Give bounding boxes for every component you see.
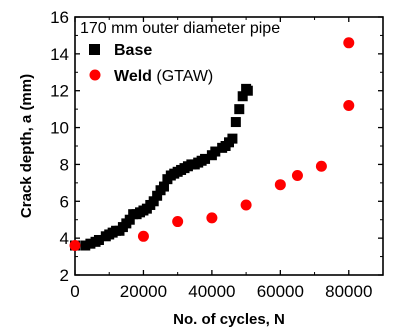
data-point-base [124,214,135,225]
data-point-weld [69,240,81,252]
y-tick-label: 16 [50,8,69,27]
series-base [70,83,253,251]
y-tick-labels: 2 4 6 8 10 12 14 16 [50,8,69,285]
x-tick-label: 0 [70,282,79,301]
data-point-base [85,238,96,249]
data-point-base [148,196,159,207]
legend-label-weld-bold: Weld [114,68,152,85]
data-point-weld [206,212,218,224]
y-tick-label: 8 [60,155,69,174]
series-layer [69,37,355,252]
data-point-base [237,91,248,102]
data-point-weld [172,216,184,228]
x-tick-label: 20000 [120,282,167,301]
data-point-base [210,146,221,157]
data-point-base [152,190,163,201]
y-tick-label: 2 [60,266,69,285]
y-tick-label: 4 [60,229,69,248]
y-tick-label: 12 [50,82,69,101]
x-tick-labels: 0 20000 40000 60000 80000 [70,282,372,301]
data-point-weld [291,169,303,181]
data-point-weld [315,160,327,172]
data-point-base [234,104,245,115]
x-tick-label: 40000 [188,282,235,301]
legend-marker-weld [89,69,101,81]
data-point-weld [137,230,149,242]
y-tick-label: 6 [60,192,69,211]
data-point-base [227,133,238,144]
legend-label-weld: Weld (GTAW) [114,68,213,85]
legend-label-base: Base [114,42,152,59]
data-point-base [230,117,241,128]
y-axis-title: Crack depth, a (mm) [18,74,35,218]
data-point-weld [240,199,252,211]
series-weld [69,37,355,252]
data-point-base [158,181,169,192]
axis-ticks [74,16,383,276]
legend-marker-base [89,44,100,55]
x-tick-label: 80000 [325,282,372,301]
legend-label-weld-rest: (GTAW) [152,68,213,85]
data-point-base [93,234,104,245]
y-tick-label: 14 [50,45,69,64]
data-point-base [200,153,211,164]
data-point-base [80,240,91,251]
data-point-weld [274,179,286,191]
x-axis-title: No. of cycles, N [173,311,285,328]
data-point-weld [343,99,355,111]
legend: Base Weld (GTAW) [89,42,213,85]
x-tick-label: 60000 [257,282,304,301]
data-point-weld [343,37,355,49]
annotation-label: 170 mm outer diameter pipe [80,20,280,37]
data-point-base [242,85,253,96]
y-tick-label: 10 [50,119,69,138]
